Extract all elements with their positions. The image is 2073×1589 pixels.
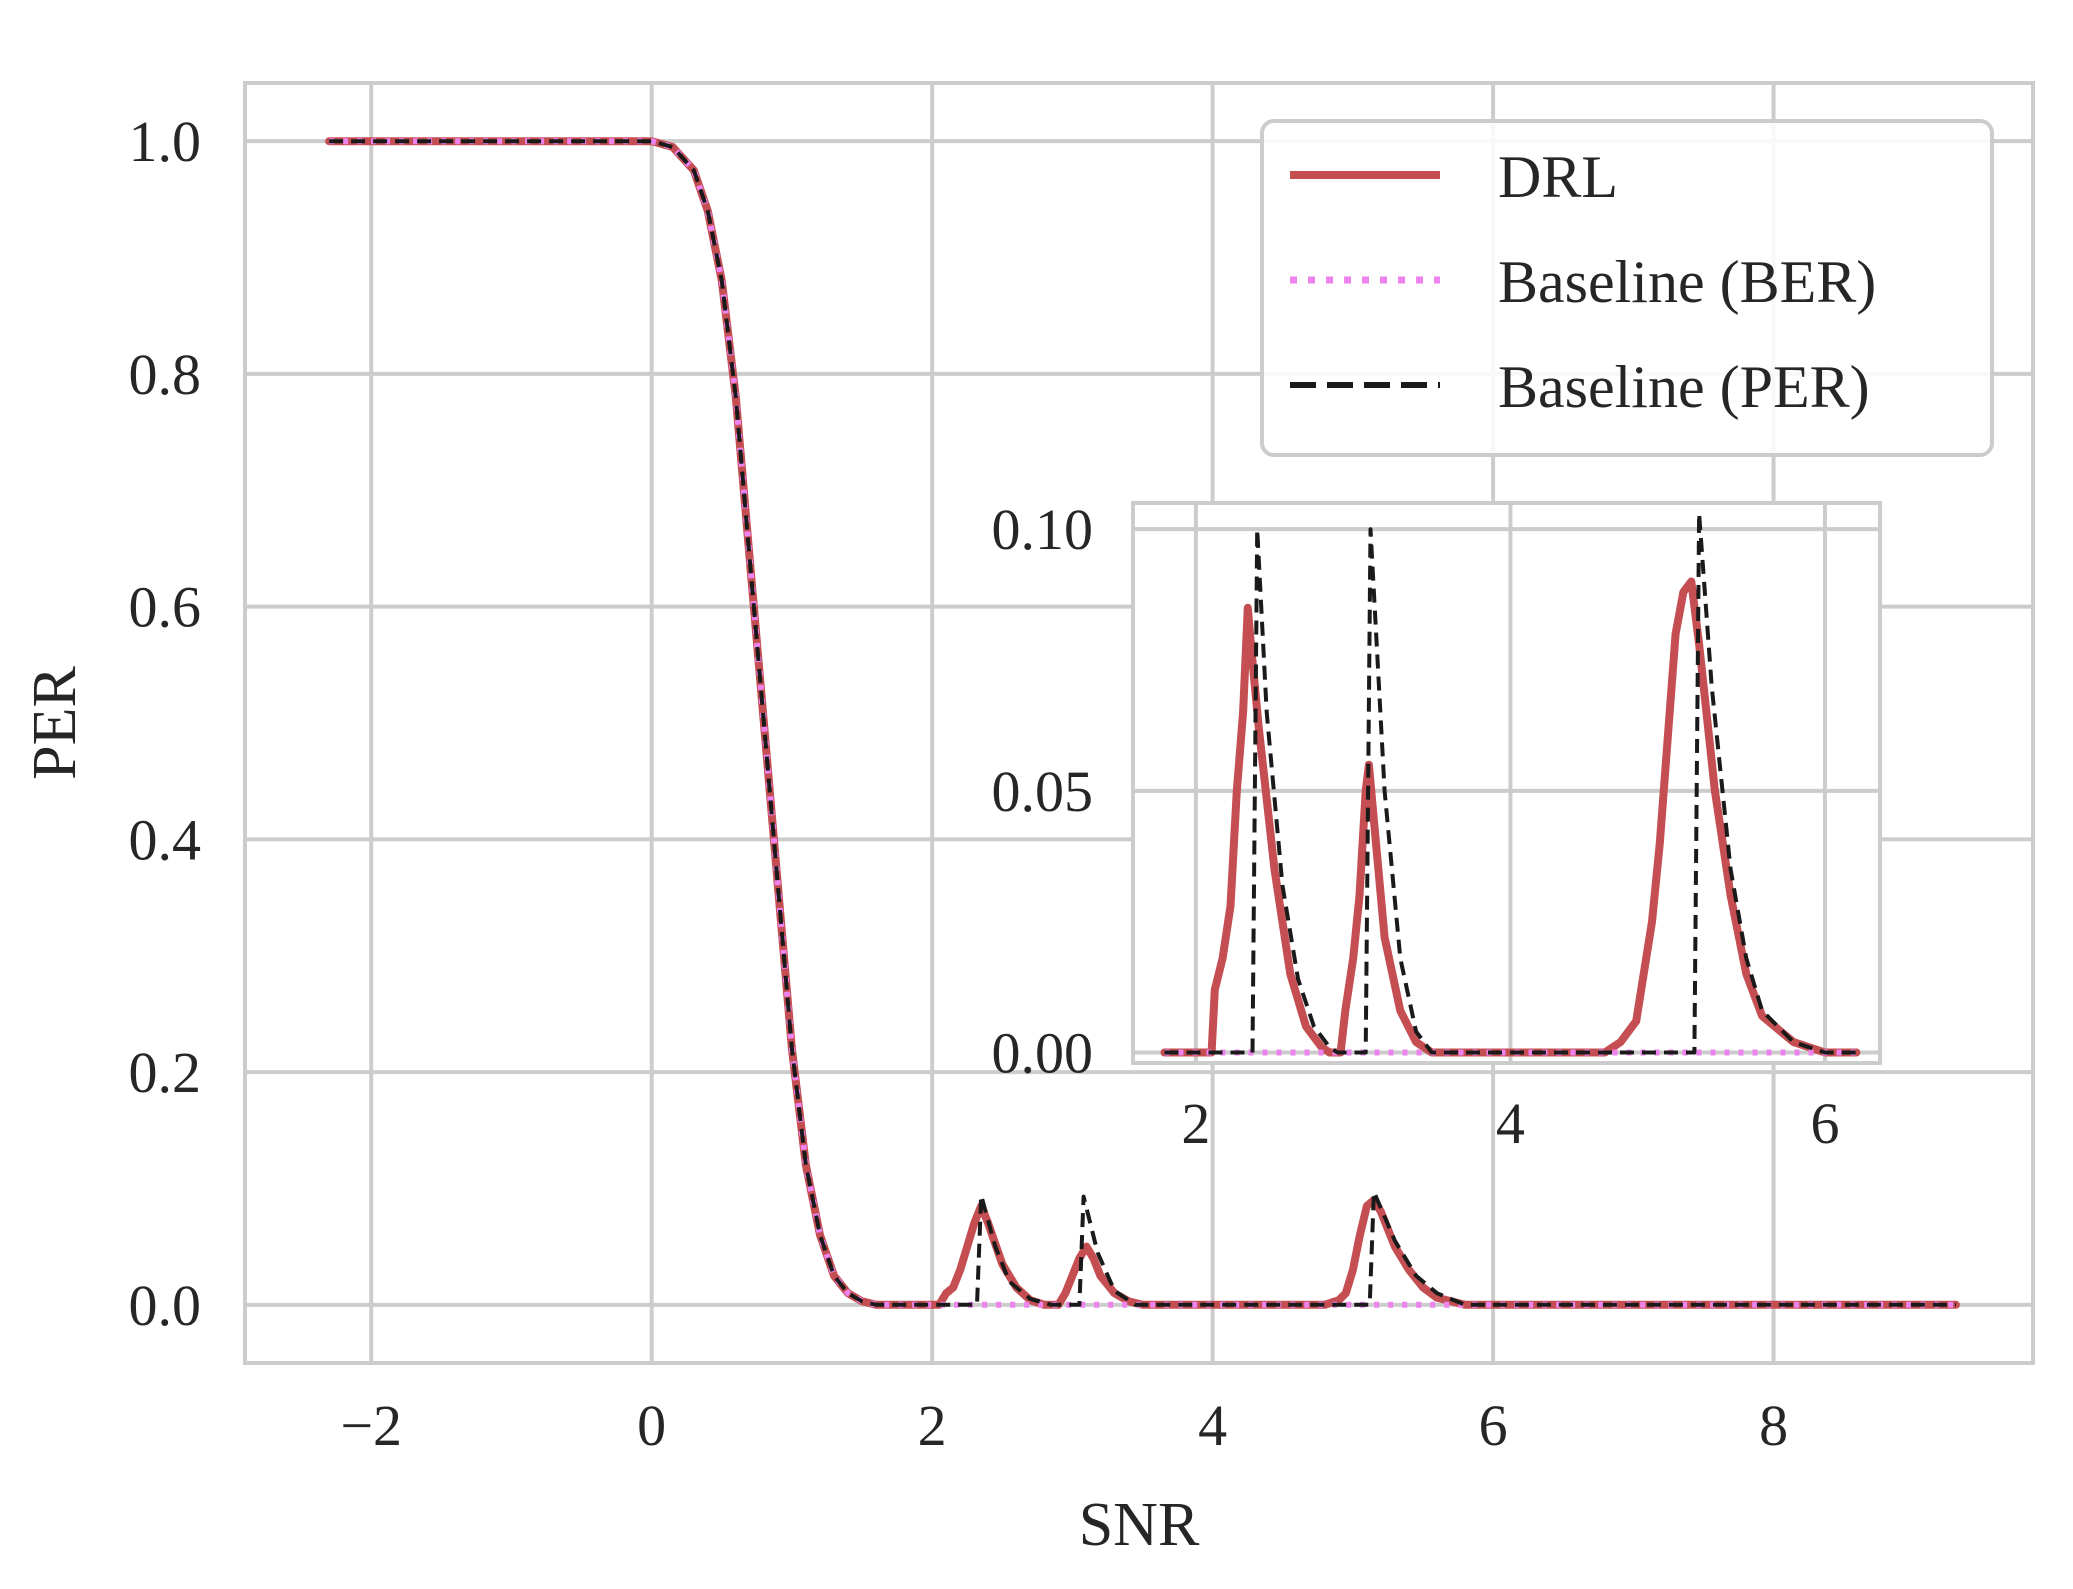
main-y-tick-label: 0.8 xyxy=(129,342,202,407)
main-x-tick-label: 0 xyxy=(637,1393,666,1458)
x-axis-label: SNR xyxy=(1079,1491,1200,1559)
main-series-lines xyxy=(325,137,1960,1309)
inset-y-tick-label: 0.00 xyxy=(992,1021,1094,1086)
main-x-tick-label: −2 xyxy=(340,1393,402,1458)
legend-label-baseline-per: Baseline (PER) xyxy=(1498,354,1870,420)
inset-x-tick-labels: 2 4 6 xyxy=(1181,1091,1839,1156)
main-x-tick-label: 4 xyxy=(1198,1393,1227,1458)
inset-y-tick-label: 0.05 xyxy=(992,759,1094,824)
legend-label-baseline-ber: Baseline (BER) xyxy=(1498,249,1876,315)
legend-box xyxy=(1260,119,1994,457)
inset-x-tick-label: 6 xyxy=(1810,1091,1839,1156)
y-axis-label: PER xyxy=(21,666,89,780)
main-x-tick-label: 8 xyxy=(1759,1393,1788,1458)
main-y-tick-labels: 0.0 0.2 0.4 0.6 0.8 1.0 xyxy=(129,109,202,1338)
inset-series-lines xyxy=(1160,511,1861,1057)
inset-series-drl xyxy=(1160,577,1861,1057)
main-y-tick-label: 0.6 xyxy=(129,575,202,640)
main-y-tick-label: 1.0 xyxy=(129,109,202,174)
inset-background xyxy=(1133,503,1880,1063)
inset-x-tick-label: 4 xyxy=(1496,1091,1525,1156)
legend-label-drl: DRL xyxy=(1498,144,1618,210)
inset-axes-frame xyxy=(1131,501,1882,1065)
main-x-tick-label: 6 xyxy=(1479,1393,1508,1458)
inset-x-tick-label: 2 xyxy=(1181,1091,1210,1156)
main-y-tick-label: 0.4 xyxy=(129,807,202,872)
main-x-tick-label: 2 xyxy=(918,1393,947,1458)
main-axes-frame xyxy=(243,81,2035,1365)
main-x-tick-labels: −2 0 2 4 6 8 xyxy=(340,1393,1788,1458)
inset-axes: 2 4 6 0.00 0.05 0.10 xyxy=(992,497,1882,1156)
inset-y-tick-label: 0.10 xyxy=(992,497,1094,562)
inset-y-tick-labels: 0.00 0.05 0.10 xyxy=(992,497,1094,1085)
main-y-tick-label: 0.2 xyxy=(129,1040,202,1105)
inset-series-baseline-per xyxy=(1164,511,1857,1055)
legend: DRL Baseline (BER) Baseline (PER) xyxy=(1260,119,1994,457)
main-y-tick-label: 0.0 xyxy=(129,1273,202,1338)
main-series-baseline-per xyxy=(329,139,1956,1307)
